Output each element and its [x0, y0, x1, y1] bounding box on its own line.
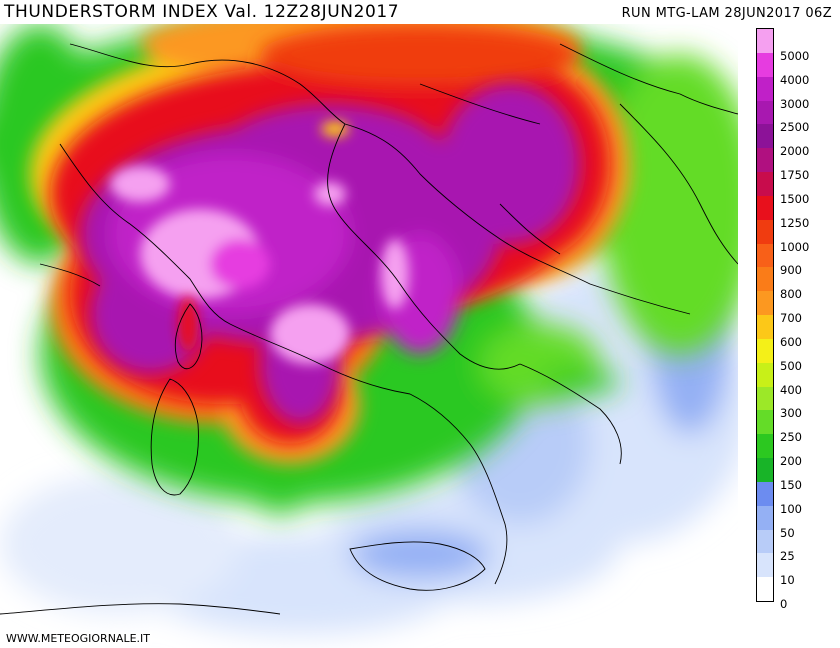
legend-swatch — [757, 243, 773, 268]
color-legend: 5000 4000 3000 2500 2000 1750 1500 1250 1000 900 8… — [756, 28, 834, 610]
legend-label: 300 — [780, 406, 802, 421]
website-credit: WWW.METEOGIORNALE.IT — [4, 632, 152, 645]
legend-swatch — [757, 458, 773, 483]
legend-label: 1500 — [780, 191, 810, 206]
legend-swatch — [757, 172, 773, 197]
legend-swatch — [757, 386, 773, 411]
legend-swatch — [757, 577, 773, 602]
legend-label: 0 — [780, 597, 788, 612]
legend-label: 2500 — [780, 120, 810, 135]
legend-swatch — [757, 124, 773, 149]
maximum-index-area — [110, 166, 409, 364]
legend-label: 1250 — [780, 215, 810, 230]
legend-label: 200 — [780, 454, 802, 469]
map-field-layer — [0, 24, 738, 648]
legend-label: 1750 — [780, 168, 810, 183]
legend-label: 3000 — [780, 96, 810, 111]
legend-label: 400 — [780, 382, 802, 397]
legend-label: 500 — [780, 358, 802, 373]
map-title: THUNDERSTORM INDEX Val. 12Z28JUN2017 — [4, 2, 400, 22]
legend-swatch — [757, 362, 773, 387]
thunderstorm-index-map: WWW.METEOGIORNALE.IT — [0, 24, 738, 648]
legend-swatch — [757, 434, 773, 459]
legend-label: 800 — [780, 287, 802, 302]
legend-label: 1000 — [780, 239, 810, 254]
legend-label: 50 — [780, 525, 795, 540]
legend-label: 250 — [780, 430, 802, 445]
coastlines — [0, 43, 738, 615]
legend-swatch — [757, 315, 773, 340]
legend-label: 10 — [780, 573, 795, 588]
corsica-maximum — [178, 121, 349, 352]
legend-label: 25 — [780, 549, 795, 564]
run-info: RUN MTG-LAM 28JUN2017 06Z — [621, 6, 832, 21]
legend-label: 100 — [780, 501, 802, 516]
legend-swatch — [757, 505, 773, 530]
legend-label: 700 — [780, 311, 802, 326]
legend-label: 900 — [780, 263, 802, 278]
legend-swatch — [757, 338, 773, 364]
legend-swatch — [757, 76, 773, 101]
legend-swatch — [757, 481, 773, 507]
legend-swatch — [757, 410, 773, 435]
legend-swatch — [757, 100, 773, 125]
legend-label: 5000 — [780, 48, 810, 63]
legend-label: 2000 — [780, 144, 810, 159]
legend-swatch — [757, 29, 773, 54]
legend-swatch — [757, 553, 773, 578]
legend-swatch — [757, 52, 773, 78]
legend-swatch — [757, 267, 773, 292]
legend-swatch — [757, 291, 773, 316]
legend-label: 600 — [780, 334, 802, 349]
legend-swatch — [757, 529, 773, 554]
legend-swatch — [757, 148, 773, 173]
legend-label: 4000 — [780, 72, 810, 87]
legend-label: 150 — [780, 477, 802, 492]
legend-swatch — [757, 219, 773, 244]
legend-swatch — [757, 195, 773, 221]
legend-color-bar — [756, 28, 774, 602]
